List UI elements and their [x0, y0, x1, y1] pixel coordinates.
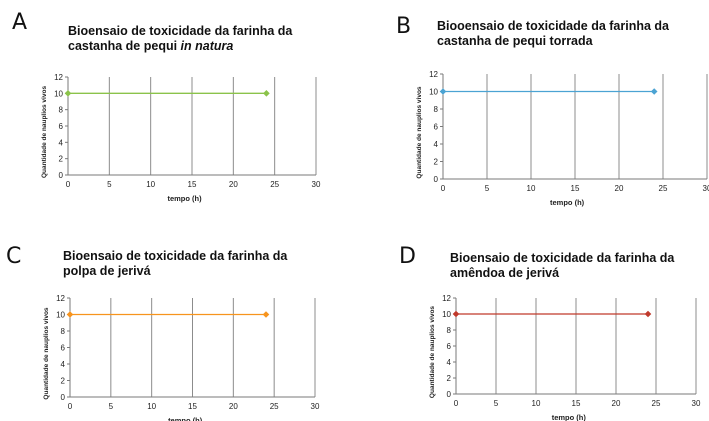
x-tick-label: 0 [66, 180, 71, 189]
data-point [452, 310, 460, 318]
y-tick-label: 8 [59, 106, 64, 115]
y-axis-label: Quantidade de nauplios vivos [41, 86, 48, 178]
x-tick-label: 25 [659, 184, 668, 193]
x-tick-label: 5 [109, 402, 114, 411]
y-axis-label: Quantidade de nauplios vivos [429, 306, 436, 398]
y-tick-label: 0 [434, 175, 439, 184]
y-tick-label: 6 [434, 123, 439, 132]
x-tick-label: 30 [312, 180, 321, 189]
x-tick-label: 15 [572, 399, 581, 408]
y-tick-label: 0 [61, 393, 66, 402]
x-axis-label: tempo (h) [168, 416, 203, 421]
x-tick-label: 25 [270, 180, 279, 189]
x-axis-label: tempo (h) [552, 413, 587, 421]
x-tick-label: 5 [107, 180, 112, 189]
y-tick-label: 8 [434, 105, 439, 114]
x-tick-label: 20 [229, 402, 238, 411]
x-tick-label: 15 [571, 184, 580, 193]
chart-title-b-line2: castanha de pequi torrada [437, 34, 593, 48]
y-axis-label: Quantidade de nauplios vivos [43, 307, 50, 399]
x-tick-label: 25 [270, 402, 279, 411]
chart-title-b: Biooensaio de toxicidade da farinha da c… [437, 19, 669, 49]
x-tick-label: 15 [188, 402, 197, 411]
x-tick-label: 0 [68, 402, 73, 411]
chart-title-a-line1: Bioensaio de toxicidade da farinha da [68, 24, 293, 38]
data-point [64, 90, 72, 97]
y-tick-label: 10 [429, 88, 438, 97]
panel-letter-c: C [6, 244, 22, 269]
x-tick-label: 15 [188, 180, 197, 189]
y-tick-label: 12 [429, 70, 438, 79]
y-tick-label: 6 [59, 122, 64, 131]
x-tick-label: 5 [485, 184, 490, 193]
y-tick-label: 4 [447, 358, 452, 367]
panel-letter-b: B [396, 14, 412, 39]
y-tick-label: 10 [442, 310, 451, 319]
chart-title-c-line2: polpa de jerivá [63, 264, 151, 278]
data-point [439, 88, 447, 95]
x-tick-label: 30 [311, 402, 320, 411]
data-point [650, 88, 658, 95]
data-point [644, 310, 652, 318]
panel-letter-d: D [399, 244, 416, 269]
x-tick-label: 25 [652, 399, 661, 408]
x-tick-label: 10 [532, 399, 541, 408]
y-tick-label: 8 [447, 326, 452, 335]
y-tick-label: 2 [447, 374, 452, 383]
chart-title-d: Bioensaio de toxicidade da farinha da am… [450, 251, 674, 281]
y-tick-label: 4 [59, 138, 64, 147]
y-tick-label: 6 [61, 344, 66, 353]
data-point [262, 311, 270, 318]
x-tick-label: 30 [703, 184, 709, 193]
y-tick-label: 4 [61, 360, 66, 369]
x-axis-label: tempo (h) [167, 194, 202, 203]
y-tick-label: 2 [59, 155, 64, 164]
x-tick-label: 20 [615, 184, 624, 193]
x-tick-label: 10 [527, 184, 536, 193]
y-tick-label: 6 [447, 342, 452, 351]
y-tick-label: 2 [61, 377, 66, 386]
y-tick-label: 10 [56, 311, 65, 320]
x-tick-label: 20 [612, 399, 621, 408]
y-tick-label: 0 [447, 390, 452, 399]
x-tick-label: 20 [229, 180, 238, 189]
chart-title-c-line1: Bioensaio de toxicidade da farinha da [63, 249, 288, 263]
y-tick-label: 2 [434, 158, 439, 167]
chart-title-a: Bioensaio de toxicidade da farinha da ca… [68, 24, 292, 54]
x-tick-label: 10 [146, 180, 155, 189]
y-tick-label: 12 [442, 294, 451, 303]
data-point [66, 311, 74, 318]
y-tick-label: 12 [56, 294, 65, 303]
panel-letter-a: A [12, 10, 28, 35]
x-tick-label: 0 [454, 399, 459, 408]
chart-title-a-line2: castanha de pequi in natura [68, 39, 234, 53]
x-tick-label: 30 [692, 399, 701, 408]
y-tick-label: 10 [54, 89, 63, 98]
data-point [263, 90, 270, 97]
x-tick-label: 0 [441, 184, 446, 193]
y-tick-label: 12 [54, 73, 63, 82]
x-tick-label: 10 [147, 402, 156, 411]
chart-title-d-line1: Bioensaio de toxicidade da farinha da [450, 251, 675, 265]
y-axis-label: Quantidade de nauplios vivos [416, 86, 423, 178]
x-axis-label: tempo (h) [550, 198, 585, 207]
y-tick-label: 8 [61, 327, 66, 336]
chart-title-b-line1: Biooensaio de toxicidade da farinha da [437, 19, 669, 33]
x-tick-label: 5 [494, 399, 499, 408]
y-tick-label: 0 [59, 171, 64, 180]
chart-title-c: Bioensaio de toxicidade da farinha da po… [63, 249, 287, 279]
y-tick-label: 4 [434, 140, 439, 149]
chart-title-d-line2: amêndoa de jerivá [450, 266, 560, 280]
